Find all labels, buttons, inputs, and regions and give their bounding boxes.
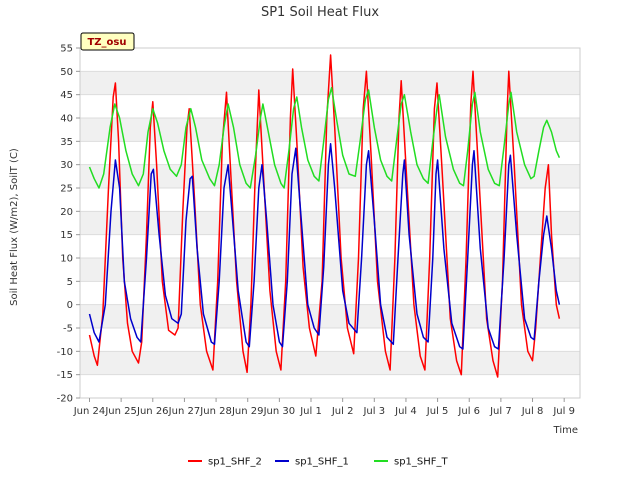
series-line-sp1_SHF_T xyxy=(88,86,561,189)
grid-band xyxy=(80,328,580,352)
grid-band xyxy=(80,94,580,118)
x-tick-label: Jul 6 xyxy=(457,406,480,417)
y-tick-label: -15 xyxy=(57,370,73,381)
timezone-badge-text: TZ_osu xyxy=(87,37,126,48)
x-axis-label: Time xyxy=(553,425,578,436)
x-tick-label: Jun 26 xyxy=(136,406,169,417)
grid-band xyxy=(80,71,580,95)
y-tick-label: 20 xyxy=(60,207,73,218)
y-tick-label: 5 xyxy=(67,277,73,288)
grid-band xyxy=(80,211,580,235)
grid-band xyxy=(80,258,580,282)
y-tick-label: -5 xyxy=(63,324,73,335)
y-tick-label: 15 xyxy=(60,230,73,241)
y-tick-label: 0 xyxy=(67,300,73,311)
x-tick-label: Jun 24 xyxy=(73,406,106,417)
timezone-badge-box xyxy=(80,32,135,51)
x-tick-label: Jul 9 xyxy=(552,406,575,417)
x-tick-label: Jun 27 xyxy=(168,406,201,417)
y-tick-label: 25 xyxy=(60,184,73,195)
x-tick-label: Jul 5 xyxy=(426,406,449,417)
legend-label: sp1_SHF_2 xyxy=(208,457,262,468)
y-tick-label: 40 xyxy=(60,114,73,125)
grid-band xyxy=(80,118,580,142)
x-tick-label: Jul 4 xyxy=(394,406,417,417)
y-axis: -20 -15 -10 -5 0 5 10 15 20 25 30 35 40 45 50 55 xyxy=(57,44,80,405)
legend-label: sp1_SHF_T xyxy=(394,457,449,468)
y-tick-label: 55 xyxy=(60,44,73,55)
grid-band xyxy=(80,164,580,188)
timezone-badge: TZ_osu xyxy=(80,32,135,51)
legend: sp1_SHF_2 sp1_SHF_1 sp1_SHF_T xyxy=(188,457,449,468)
y-tick-label: 10 xyxy=(60,254,73,265)
grid-band xyxy=(80,374,580,398)
grid-band xyxy=(80,234,580,258)
series-line-sp1_SHF_1 xyxy=(88,142,561,350)
x-axis: Jun 24 Jun 25 Jun 26 Jun 27 Jun 28 Jun 29 Jun … xyxy=(73,398,575,417)
x-tick-label: Jul 8 xyxy=(521,406,544,417)
x-tick-label: Jun 25 xyxy=(104,406,137,417)
y-tick-label: 50 xyxy=(60,67,73,78)
x-tick-label: Jun 30 xyxy=(263,406,296,417)
plot-area-frame xyxy=(79,47,581,399)
grid-band xyxy=(80,281,580,305)
x-tick-label: Jun 29 xyxy=(231,406,264,417)
x-tick-label: Jul 1 xyxy=(299,406,322,417)
y-tick-label: -20 xyxy=(57,394,73,405)
x-tick-label: Jul 3 xyxy=(362,406,385,417)
chart-title: SP1 Soil Heat Flux xyxy=(261,5,379,20)
y-tick-label: 45 xyxy=(60,90,73,101)
legend-label: sp1_SHF_1 xyxy=(295,457,349,468)
grid-band xyxy=(80,304,580,328)
series-lines xyxy=(88,54,561,378)
grid-band xyxy=(80,188,580,212)
y-tick-label: 30 xyxy=(60,160,73,171)
x-tick-label: Jul 7 xyxy=(489,406,512,417)
x-tick-label: Jul 2 xyxy=(331,406,354,417)
grid-band xyxy=(80,351,580,375)
y-tick-label: 35 xyxy=(60,137,73,148)
x-tick-label: Jun 28 xyxy=(199,406,232,417)
grid-bands xyxy=(80,48,580,399)
y-axis-label: Soil Heat Flux (W/m2), SoilT (C) xyxy=(9,148,20,306)
y-tick-label: -10 xyxy=(57,347,73,358)
